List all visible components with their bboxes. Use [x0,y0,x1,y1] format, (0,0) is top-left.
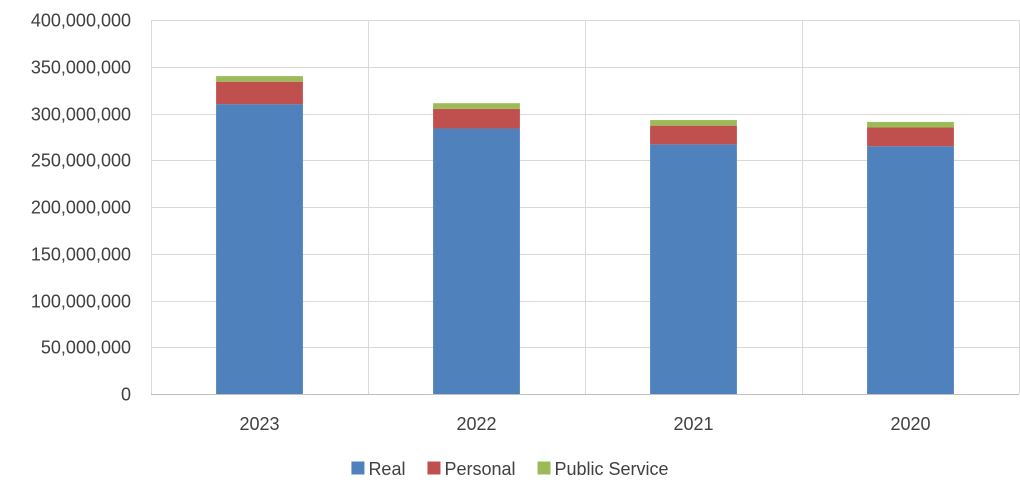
bar-public-service-2023 [216,76,303,82]
legend: Real Personal Public Service [351,459,669,479]
y-tick-label: 250,000,000 [31,151,131,171]
x-tick-label: 2023 [239,414,279,434]
axis-layer: 0 50,000,000 100,000,000 150,000,000 200,000… [31,11,1019,434]
bars-layer [216,76,954,395]
legend-swatch-personal [427,461,441,475]
bar-personal-2021 [650,125,737,145]
x-tick-label: 2022 [456,414,496,434]
bar-real-2021 [650,144,737,394]
legend-swatch-real [351,461,365,475]
y-tick-label: 50,000,000 [41,338,131,358]
y-tick-label: 150,000,000 [31,245,131,265]
bar-public-service-2020 [867,121,954,128]
legend-label-personal: Personal [444,459,515,479]
y-tick-label: 100,000,000 [31,292,131,312]
y-tick-label: 0 [121,385,131,405]
bar-public-service-2022 [433,103,520,109]
y-tick-label: 400,000,000 [31,11,131,31]
x-tick-label: 2020 [890,414,930,434]
bar-personal-2022 [433,108,520,129]
bar-public-service-2021 [650,120,737,126]
legend-label-real: Real [368,459,405,479]
x-tick-label: 2021 [673,414,713,434]
bar-personal-2020 [867,127,954,147]
bar-real-2020 [867,146,954,394]
y-tick-label: 350,000,000 [31,58,131,78]
bar-real-2023 [216,104,303,395]
bar-real-2022 [433,128,520,394]
bar-personal-2023 [216,81,303,105]
y-tick-label: 200,000,000 [31,198,131,218]
legend-swatch-public-service [537,461,551,475]
legend-label-public-service: Public Service [555,459,669,479]
y-tick-label: 300,000,000 [31,105,131,125]
